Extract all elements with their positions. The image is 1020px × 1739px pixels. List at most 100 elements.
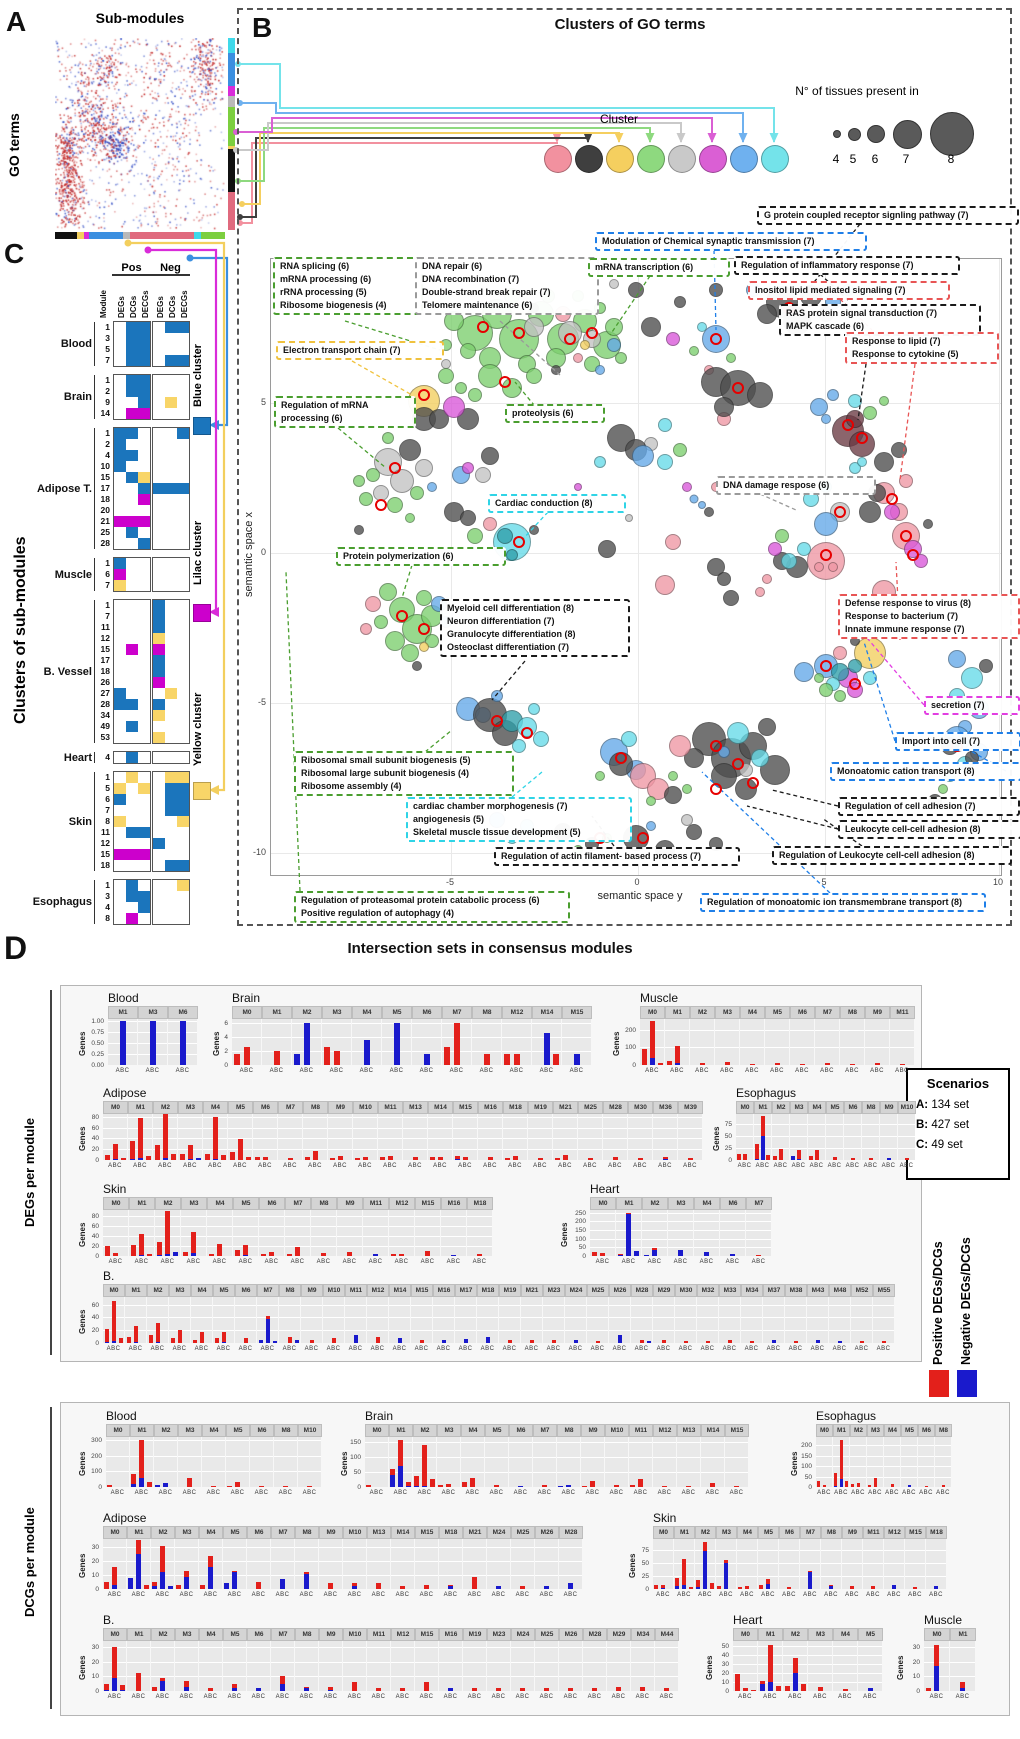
facet-gridline <box>863 1575 883 1577</box>
cluster-color-swatch <box>193 604 211 622</box>
facet-gridline <box>147 1317 168 1319</box>
x-axis-abc-label: ABC <box>854 1346 869 1352</box>
facet-gridline <box>850 1466 866 1468</box>
x-axis-abc-label: ABC <box>134 1259 149 1265</box>
go-term-bubble <box>775 529 789 544</box>
selected-go-term-ring <box>615 751 628 764</box>
facet-plot <box>678 1114 702 1160</box>
facet-gridline <box>842 1562 862 1564</box>
facet-gridline <box>808 1681 832 1683</box>
facet-gridline <box>867 1466 883 1468</box>
negative-bar <box>295 1339 299 1343</box>
facet-gridline <box>509 1441 532 1443</box>
positive-bar <box>205 1153 210 1160</box>
facet-gridline <box>677 1456 700 1458</box>
facet-gridline <box>779 1575 799 1577</box>
facet-gridline <box>322 1022 351 1024</box>
x-axis-abc-label: ABC <box>323 1694 338 1700</box>
negative-bar <box>168 1586 173 1589</box>
facet-gridline <box>719 1304 740 1306</box>
y-axis-tick-label: 40 <box>91 1314 99 1322</box>
go-annotation-text: mRNA processing (6) <box>280 274 372 284</box>
positive-bar <box>654 1584 658 1589</box>
facet-plot <box>367 1539 390 1589</box>
selected-go-term-ring <box>389 462 402 475</box>
tissue-bracket <box>94 428 95 549</box>
x-axis-abc-label: ABC <box>258 1163 272 1169</box>
negative-bar <box>373 1254 378 1256</box>
facet-strip: M1 <box>665 1006 690 1019</box>
facet-gridline <box>720 1247 745 1249</box>
positive-bar <box>274 1050 280 1065</box>
facet-plot <box>467 1210 492 1256</box>
module-number: 7 <box>105 611 110 621</box>
positive-bar <box>430 1479 435 1487</box>
go-annotation-text: rRNA processing (5) <box>280 287 367 297</box>
module-number: 9 <box>105 397 110 407</box>
facet-strip: M14 <box>428 1101 453 1114</box>
facet-strip: M2 <box>153 1101 178 1114</box>
module-number: 7 <box>105 355 110 365</box>
go-annotation-text: Protein polymerization (6) <box>343 551 454 561</box>
facet-strip: M11 <box>363 1197 389 1210</box>
cluster-cell <box>165 397 177 408</box>
negative-bar <box>406 1485 411 1487</box>
x-axis-abc-label: ABC <box>502 1346 517 1352</box>
positive-bar <box>424 1584 429 1589</box>
go-term-bubble <box>419 642 430 653</box>
column-subheader: DECGs <box>141 290 150 318</box>
facet-gridline <box>343 1561 366 1563</box>
facet-gridline <box>191 1317 212 1319</box>
facet-gridline <box>631 1304 652 1306</box>
x-axis-abc-label: ABC <box>458 1163 472 1169</box>
facet-gridline <box>565 1317 586 1319</box>
facet-plot <box>924 1641 949 1691</box>
cluster-cell <box>114 558 126 569</box>
facet-plot <box>323 1297 344 1343</box>
x-axis-abc-label: ABC <box>513 1490 528 1496</box>
module-number: 4 <box>105 752 110 762</box>
negative-bar <box>696 1586 700 1589</box>
x-axis-abc-label: ABC <box>441 1490 456 1496</box>
facet-strip: M1 <box>108 1006 138 1019</box>
facet-gridline <box>103 1216 128 1217</box>
facet-gridline <box>411 1330 432 1332</box>
facet-gridline <box>301 1317 322 1319</box>
facet-gridline <box>918 1476 934 1478</box>
facet-gridline <box>428 1149 452 1151</box>
cluster-cell <box>177 805 189 816</box>
go-term-bubble <box>412 660 422 671</box>
negative-bar <box>761 1135 765 1160</box>
negative-bar <box>451 1254 456 1256</box>
y-axis-tick-label: 0 <box>95 1586 99 1593</box>
x-axis-abc-label: ABC <box>368 1259 383 1265</box>
go-annotation-text: Response to cytokine (5) <box>852 349 959 359</box>
x-axis-abc-label: ABC <box>203 1592 218 1598</box>
facet-gridline <box>103 1547 126 1549</box>
positive-bar <box>208 1555 213 1567</box>
facet-strip: M15 <box>411 1284 433 1297</box>
facet-strip: M0 <box>365 1424 389 1437</box>
positive-bar <box>552 1339 556 1343</box>
module-number: 27 <box>100 688 110 698</box>
negative-bar <box>768 1681 773 1691</box>
facet-gridline <box>587 1330 608 1332</box>
negative-legend-swatch <box>957 1370 977 1397</box>
x-axis-abc-label: ABC <box>725 1259 740 1265</box>
facet-plot <box>175 1641 198 1691</box>
x-axis-abc-label: ABC <box>419 1694 434 1700</box>
facet-gridline <box>178 1127 202 1129</box>
facet-strip: M6 <box>720 1197 746 1210</box>
x-axis-abc-label: ABC <box>561 1490 576 1496</box>
go-term-bubble <box>594 364 605 375</box>
facet-gridline <box>862 1147 879 1149</box>
cluster-color-swatch <box>193 417 211 435</box>
facet-gridline <box>581 1456 604 1458</box>
cluster-cell <box>165 860 177 871</box>
facet-gridline <box>678 1116 702 1118</box>
facet-gridline <box>690 1047 714 1049</box>
selected-go-term-ring <box>849 678 861 691</box>
facet-gridline <box>472 1036 501 1038</box>
positive-bar <box>163 1114 168 1159</box>
y-axis-tick-label: 0 <box>808 1484 812 1491</box>
